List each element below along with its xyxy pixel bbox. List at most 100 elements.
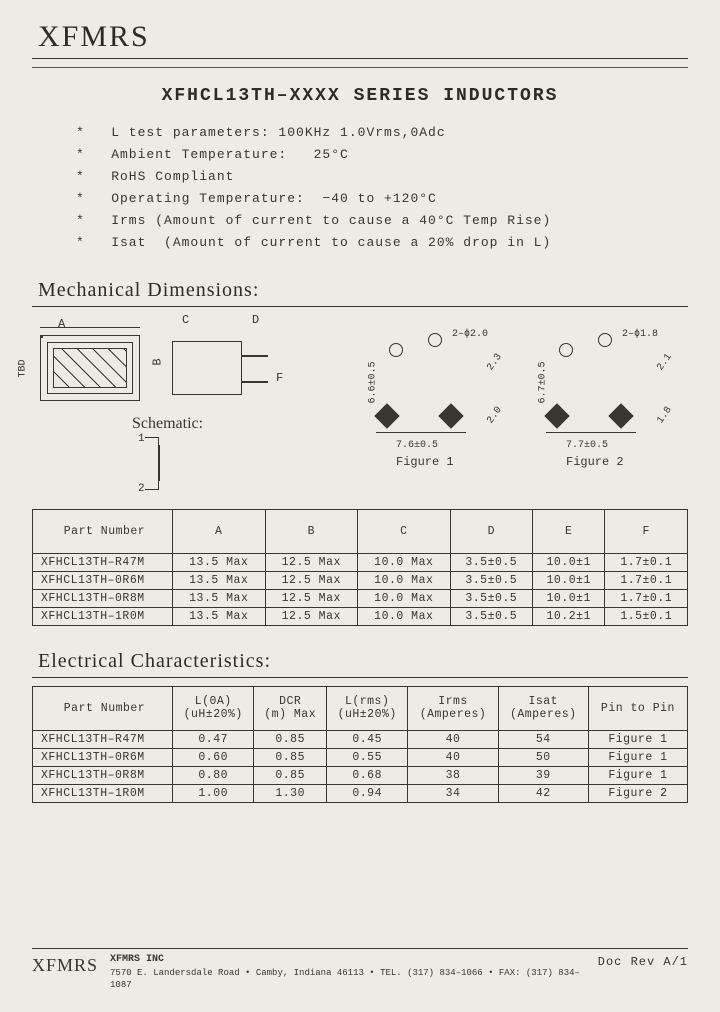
fp1-d2-dim: 2.0 bbox=[485, 405, 504, 426]
table-cell: 10.0±1 bbox=[533, 571, 605, 589]
elec-char-table: Part NumberL(0A)(uH±20%)DCR(m) MaxL(rms)… bbox=[32, 686, 688, 803]
table-row: XFHCL13TH–1R0M1.001.300.943442Figure 2 bbox=[33, 784, 688, 802]
table-cell: 0.85 bbox=[254, 766, 327, 784]
elec-title: Electrical Characteristics: bbox=[38, 650, 688, 673]
spec-line: * Operating Temperature: −40 to +120°C bbox=[76, 188, 688, 210]
fp2-pad-1 bbox=[544, 403, 569, 428]
table-cell: XFHCL13TH–R47M bbox=[33, 553, 173, 571]
footer-brand: XFMRS bbox=[32, 953, 98, 976]
page-title: XFHCL13TH–XXXX SERIES INDUCTORS bbox=[32, 86, 688, 106]
table-cell: Figure 1 bbox=[588, 766, 687, 784]
table-cell: 0.94 bbox=[326, 784, 407, 802]
table-cell: 3.5±0.5 bbox=[450, 571, 532, 589]
table-cell: 3.5±0.5 bbox=[450, 589, 532, 607]
table-header: Pin to Pin bbox=[588, 686, 687, 730]
fp2-label: Figure 2 bbox=[566, 455, 624, 469]
table-cell: 54 bbox=[498, 730, 588, 748]
brand-logo: XFMRS bbox=[32, 20, 688, 54]
fp1-h-dim: 7.6±0.5 bbox=[396, 440, 438, 451]
fp2-pad-2 bbox=[608, 403, 633, 428]
table-cell: 0.85 bbox=[254, 730, 327, 748]
table-cell: 10.0 Max bbox=[358, 607, 451, 625]
table-row: XFHCL13TH–0R6M13.5 Max12.5 Max10.0 Max3.… bbox=[33, 571, 688, 589]
fp1-d1-dim: 2.3 bbox=[485, 352, 504, 373]
table-cell: 12.5 Max bbox=[265, 553, 358, 571]
fp2-d1-dim: 2.1 bbox=[655, 352, 674, 373]
side-lead-1 bbox=[242, 355, 268, 357]
spec-line: * RoHS Compliant bbox=[76, 166, 688, 188]
side-view-box bbox=[172, 335, 272, 401]
table-header: L(rms)(uH±20%) bbox=[326, 686, 407, 730]
spec-list: * L test parameters: 100KHz 1.0Vrms,0Adc… bbox=[76, 122, 688, 255]
dim-f-label: F bbox=[276, 371, 283, 385]
table-cell: 39 bbox=[498, 766, 588, 784]
fp1-pad-1 bbox=[374, 403, 399, 428]
table-cell: Figure 2 bbox=[588, 784, 687, 802]
spec-line: * Irms (Amount of current to cause a 40°… bbox=[76, 210, 688, 232]
top-view-box bbox=[40, 335, 140, 401]
footer-rev: Doc Rev A/1 bbox=[598, 953, 688, 969]
spec-line: * Isat (Amount of current to cause a 20%… bbox=[76, 232, 688, 254]
table-cell: 12.5 Max bbox=[265, 571, 358, 589]
table-row: XFHCL13TH–1R0M13.5 Max12.5 Max10.0 Max3.… bbox=[33, 607, 688, 625]
dim-a-arrow bbox=[40, 327, 140, 328]
table-cell: 40 bbox=[408, 730, 498, 748]
table-cell: XFHCL13TH–0R6M bbox=[33, 571, 173, 589]
table-cell: 50 bbox=[498, 748, 588, 766]
footprint-figure-1: 2–ϕ2.0 6.6±0.5 7.6±0.5 2.0 2.3 Figure 1 bbox=[356, 337, 496, 457]
table-cell: 0.45 bbox=[326, 730, 407, 748]
table-cell: 13.5 Max bbox=[173, 589, 266, 607]
schematic-pin-1: 1 bbox=[138, 433, 145, 445]
table-header: B bbox=[265, 509, 358, 553]
table-header: Part Number bbox=[33, 509, 173, 553]
fp1-pad-2 bbox=[438, 403, 463, 428]
footer-company: XFMRS INC bbox=[110, 953, 598, 967]
table-cell: 13.5 Max bbox=[173, 607, 266, 625]
schematic-lead-1 bbox=[145, 437, 159, 438]
schematic-pin-2: 2 bbox=[138, 483, 145, 495]
table-cell: XFHCL13TH–0R8M bbox=[33, 589, 173, 607]
table-cell: 12.5 Max bbox=[265, 589, 358, 607]
table-row: XFHCL13TH–0R8M0.800.850.683839Figure 1 bbox=[33, 766, 688, 784]
table-cell: 10.0 Max bbox=[358, 571, 451, 589]
table-cell: XFHCL13TH–R47M bbox=[33, 730, 173, 748]
table-header: Part Number bbox=[33, 686, 173, 730]
table-row: XFHCL13TH–0R8M13.5 Max12.5 Max10.0 Max3.… bbox=[33, 589, 688, 607]
side-lead-2 bbox=[242, 381, 268, 383]
table-cell: 0.68 bbox=[326, 766, 407, 784]
table-cell: 12.5 Max bbox=[265, 607, 358, 625]
table-cell: 1.7±0.1 bbox=[605, 589, 688, 607]
table-header: DCR(m) Max bbox=[254, 686, 327, 730]
dim-a-label: A bbox=[58, 317, 67, 331]
elec-rule bbox=[32, 677, 688, 678]
table-header: Isat(Amperes) bbox=[498, 686, 588, 730]
footer-rule bbox=[32, 948, 688, 949]
mech-dim-title: Mechanical Dimensions: bbox=[38, 279, 688, 302]
schematic-box bbox=[158, 437, 198, 489]
table-row: XFHCL13TH–R47M0.470.850.454054Figure 1 bbox=[33, 730, 688, 748]
fp1-label: Figure 1 bbox=[396, 455, 454, 469]
top-view-hatch bbox=[53, 348, 127, 388]
dim-b-label: B bbox=[151, 358, 165, 365]
table-cell: 13.5 Max bbox=[173, 571, 266, 589]
table-cell: 10.0±1 bbox=[533, 589, 605, 607]
table-cell: Figure 1 bbox=[588, 748, 687, 766]
table-cell: XFHCL13TH–1R0M bbox=[33, 607, 173, 625]
mech-dim-table: Part NumberABCDEFXFHCL13TH–R47M13.5 Max1… bbox=[32, 509, 688, 626]
table-row: XFHCL13TH–R47M13.5 Max12.5 Max10.0 Max3.… bbox=[33, 553, 688, 571]
table-cell: 10.0 Max bbox=[358, 589, 451, 607]
fp2-baseline bbox=[546, 432, 636, 433]
schematic-coil bbox=[158, 445, 160, 481]
table-cell: 13.5 Max bbox=[173, 553, 266, 571]
fp2-hole-dim: 2–ϕ1.8 bbox=[622, 329, 658, 340]
table-cell: 10.0±1 bbox=[533, 553, 605, 571]
table-cell: 0.47 bbox=[173, 730, 254, 748]
table-header: D bbox=[450, 509, 532, 553]
schematic-title: Schematic: bbox=[132, 415, 203, 433]
page-footer: XFMRS XFMRS INC 7570 E. Landersdale Road… bbox=[32, 948, 688, 992]
table-cell: Figure 1 bbox=[588, 730, 687, 748]
footprint-figure-2: 2–ϕ1.8 6.7±0.5 7.7±0.5 1.8 2.1 Figure 2 bbox=[526, 337, 666, 457]
fp1-hole-dim: 2–ϕ2.0 bbox=[452, 329, 488, 340]
table-cell: 0.80 bbox=[173, 766, 254, 784]
table-cell: 3.5±0.5 bbox=[450, 553, 532, 571]
